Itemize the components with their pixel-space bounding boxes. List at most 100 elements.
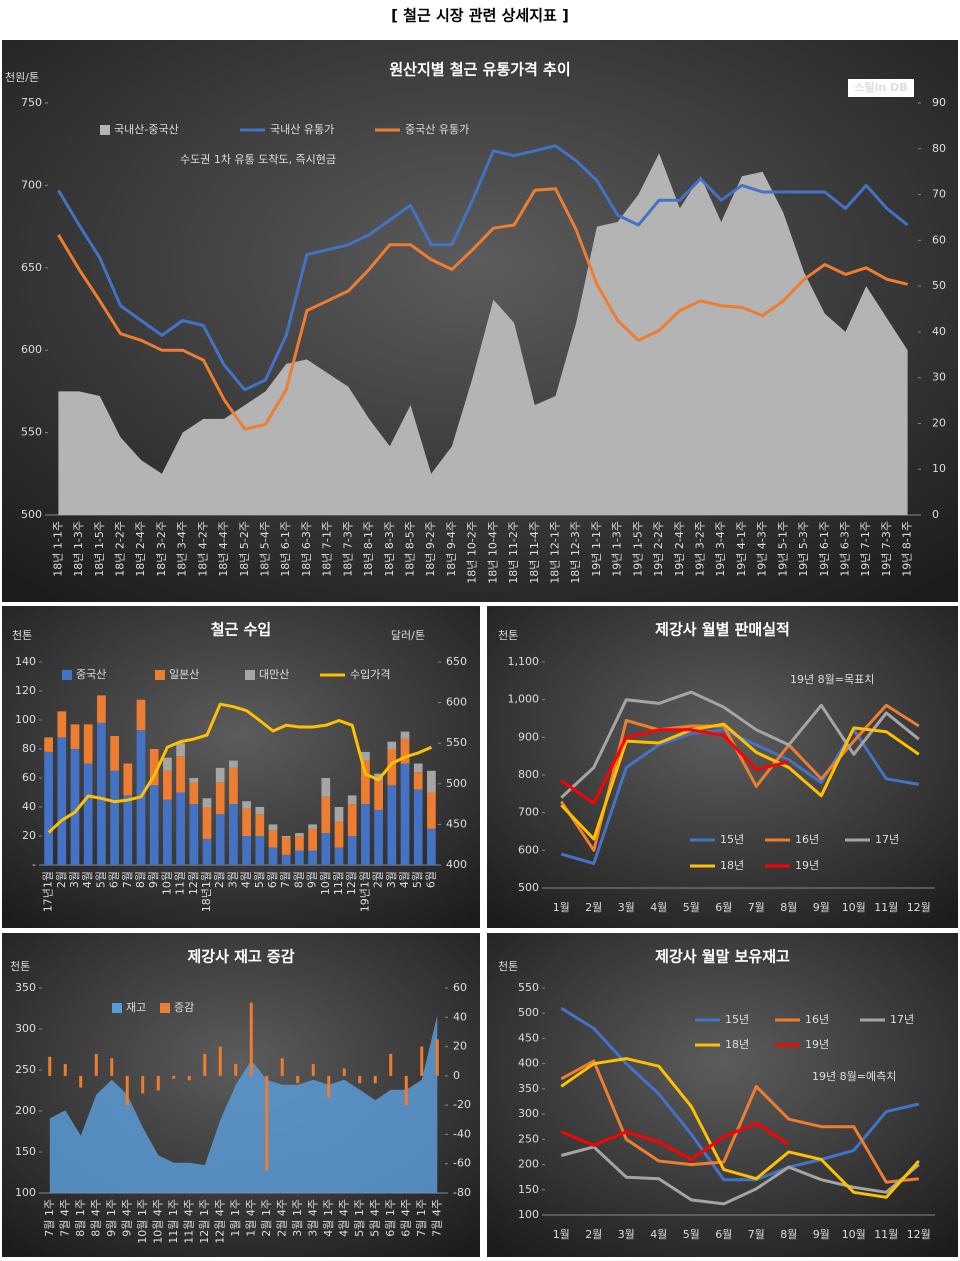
bar: [48, 1056, 52, 1076]
y-tick-label: 60: [22, 771, 36, 784]
y-tick-label: 300: [518, 1107, 539, 1120]
x-tick-label: 11월 4주: [182, 1199, 195, 1244]
x-tick-label: 5월: [94, 871, 107, 888]
x-tick-label: 18년 7-3주: [341, 521, 354, 577]
x-tick-label: 9월: [306, 871, 319, 888]
x-tick-label: 19년 2-4주: [673, 521, 686, 577]
y2-tick-label: 550: [446, 736, 467, 749]
chart-title: 원산지별 철근 유통가격 추이: [389, 61, 570, 79]
x-tick-label: 19년 1-3주: [611, 521, 624, 577]
x-tick-label: 8월 1주: [74, 1199, 87, 1237]
y2-tick-label: 50: [932, 279, 946, 292]
y-tick-label: 40: [22, 800, 36, 813]
legend-label: 16년: [795, 833, 819, 846]
x-tick-label: 19년 1-1주: [590, 521, 603, 577]
bar: [327, 1075, 331, 1098]
y2-tick-label: 0: [932, 508, 939, 521]
chart-title: 제강사 월말 보유재고: [655, 948, 790, 966]
x-tick-label: 18년 8-1주: [362, 521, 375, 577]
line: [560, 703, 920, 852]
x-tick-label: 17년1월: [42, 871, 55, 912]
x-tick-label: 3월 4주: [306, 1199, 319, 1237]
x-tick-label: 18년 5-4주: [259, 521, 272, 577]
bar-segment: [295, 836, 304, 851]
bar-segment: [347, 804, 357, 836]
x-tick-label: 4월: [650, 1228, 667, 1241]
x-tick-label: 19년 5-3주: [797, 521, 810, 577]
x-tick-label: 12월 1주: [198, 1199, 211, 1244]
line: [560, 722, 920, 841]
x-tick-label: 12월: [345, 871, 358, 895]
bar-segment: [281, 836, 291, 838]
x-tick-label: 2월: [213, 871, 226, 888]
x-tick-label: 9월: [813, 1228, 830, 1241]
line: [560, 728, 790, 805]
x-tick-label: 7월 1주: [43, 1199, 56, 1237]
bar-segment: [110, 770, 119, 865]
legend-label: 17년: [875, 833, 899, 846]
bar: [404, 1075, 408, 1106]
x-tick-label: 3월: [68, 871, 81, 888]
line: [560, 690, 920, 799]
bar: [218, 1046, 222, 1076]
x-tick-label: 18년 11-2주: [507, 521, 520, 584]
x-tick-label: 19년 7-1주: [859, 521, 872, 577]
line: [560, 1057, 920, 1199]
line: [560, 1059, 919, 1184]
panel: [2, 606, 480, 928]
bar: [373, 1075, 377, 1084]
y-tick-label: 350: [518, 1082, 539, 1095]
x-tick-label: 9월 4주: [120, 1199, 133, 1237]
bar-segment: [189, 804, 199, 865]
bar-segment: [308, 850, 317, 865]
x-tick-label: 4월: [650, 901, 667, 914]
x-tick-label: 5월 1주: [353, 1199, 366, 1237]
x-tick-label: 18년 4-2주: [196, 521, 209, 577]
x-tick-label: 12월: [907, 1228, 931, 1241]
bar-segment: [57, 737, 67, 865]
y-tick-label: 250: [15, 1063, 36, 1076]
x-tick-label: 10월 1주: [136, 1199, 149, 1244]
x-tick-label: 5월: [683, 1228, 700, 1241]
x-tick-label: 19년 6-3주: [839, 521, 852, 577]
legend-swatch: [112, 1003, 122, 1013]
line: [560, 1145, 920, 1206]
legend-label: 16년: [805, 1013, 829, 1026]
bar-segment: [387, 785, 397, 865]
x-tick-label: 18년 3-4주: [176, 521, 189, 577]
bar: [203, 1053, 207, 1076]
x-tick-label: 1월: [553, 901, 570, 914]
bar-segment: [400, 731, 410, 739]
bar-segment: [308, 828, 317, 851]
y2-tick-label: 0: [453, 1069, 460, 1082]
x-tick-label: 19년 8-1주: [901, 521, 914, 577]
y2-tick-label: 90: [932, 96, 946, 109]
x-tick-label: 5월: [411, 871, 424, 888]
x-tick-label: 19년 2-2주: [652, 521, 665, 577]
bar-segment: [361, 751, 370, 761]
y2-axis-label: 달러/톤: [391, 629, 425, 642]
bar-segment: [163, 757, 172, 771]
x-tick-label: 18년 4-4주: [217, 521, 230, 577]
panel: [487, 933, 958, 1257]
x-tick-label: 11월 1주: [167, 1199, 180, 1244]
legend-label: 18년: [720, 859, 744, 872]
x-tick-label: 4월 1주: [322, 1199, 335, 1237]
bar-segment: [334, 821, 344, 848]
x-tick-label: 3월: [618, 1228, 635, 1241]
annotation: 19년 8월=목표치: [790, 673, 874, 686]
y2-tick-label: 60: [453, 981, 467, 994]
y2-tick-label: -40: [453, 1127, 471, 1140]
x-tick-label: 7월: [121, 871, 134, 888]
legend-label: 중국산 유통가: [405, 123, 469, 136]
bar-segment: [413, 772, 423, 790]
x-tick-label: 19년 6-1주: [818, 521, 831, 577]
y-tick-label: 140: [15, 655, 36, 668]
legend-swatch: [155, 670, 165, 680]
x-tick-label: 4월 4주: [337, 1199, 350, 1237]
y-tick-label: 1,100: [508, 655, 540, 668]
bar-segment: [255, 836, 265, 865]
bar-segment: [427, 828, 436, 865]
y-tick-label: 200: [15, 1104, 36, 1117]
x-tick-label: 7월: [279, 871, 292, 888]
